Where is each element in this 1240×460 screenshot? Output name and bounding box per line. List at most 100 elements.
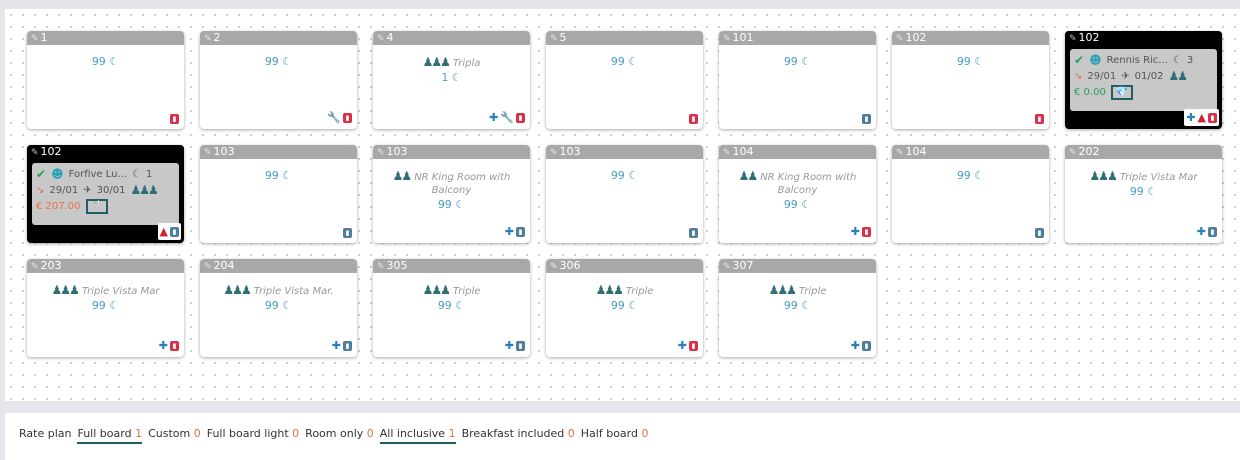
- add-icon[interactable]: ✚: [158, 339, 168, 352]
- pencil-icon[interactable]: ✎: [377, 34, 385, 44]
- room-card[interactable]: ✎ 305 ♟♟♟ Triple 99 ☾ ✚ ▮: [373, 259, 530, 357]
- add-icon[interactable]: ✚: [677, 339, 687, 352]
- add-icon[interactable]: ✚: [1186, 111, 1196, 124]
- room-actions: ▮: [687, 226, 700, 240]
- room-card[interactable]: ✎ 2 99 ☾ 🔧 ▮: [200, 31, 357, 129]
- pencil-icon[interactable]: ✎: [1069, 148, 1077, 158]
- room-card[interactable]: ✎ 104 99 ☾ ▮: [892, 145, 1049, 243]
- clean-bucket-icon[interactable]: ▮: [516, 226, 525, 237]
- pencil-icon[interactable]: ✎: [31, 34, 39, 44]
- reservation-box[interactable]: ✔ ☻ Forfive Lu... ☾ 1 ↘ 29/01 ✈ 30/01 ♟♟♟ € 207.00…: [32, 163, 179, 225]
- add-icon[interactable]: ✚: [489, 111, 499, 124]
- rate-plan-half-board[interactable]: Half board 0: [581, 427, 649, 444]
- dirty-bucket-icon[interactable]: ▮: [516, 112, 525, 123]
- clean-bucket-icon[interactable]: ▮: [170, 226, 179, 237]
- pencil-icon[interactable]: ✎: [204, 34, 212, 44]
- clean-bucket-icon[interactable]: ▮: [1035, 228, 1044, 238]
- dirty-bucket-icon[interactable]: ▮: [689, 114, 698, 124]
- room-card[interactable]: ✎ 204 ♟♟♟ Triple Vista Mar. 99 ☾ ✚ ▮: [200, 259, 357, 357]
- room-card[interactable]: ✎ 4 ♟♟♟ Tripla 1 ☾ ✚ 🔧 ▮: [373, 31, 530, 129]
- room-card[interactable]: ✎ 1 99 ☾ ▮: [27, 31, 184, 129]
- rate-plan-room-only[interactable]: Room only 0: [305, 427, 374, 444]
- room-card[interactable]: ✎ 101 99 ☾ ▮: [719, 31, 876, 129]
- rate-plan-name: Full board: [77, 427, 132, 440]
- clean-bucket-icon[interactable]: ▮: [516, 340, 525, 351]
- pencil-icon[interactable]: ✎: [896, 34, 904, 44]
- pencil-icon[interactable]: ✎: [896, 148, 904, 158]
- room-card[interactable]: ✎ 306 ♟♟♟ Triple 99 ☾ ✚ ▮: [546, 259, 703, 357]
- pencil-icon[interactable]: ✎: [377, 262, 385, 272]
- pencil-icon[interactable]: ✎: [204, 148, 212, 158]
- availability-count: 99: [1129, 185, 1144, 198]
- room-card[interactable]: ✎ 103 ♟♟ NR King Room with Balcony 99 ☾ ✚ ▮: [373, 145, 530, 243]
- dirty-bucket-icon[interactable]: ▮: [170, 340, 179, 351]
- rate-plan-breakfast-included[interactable]: Breakfast included 0: [462, 427, 575, 444]
- clean-bucket-icon[interactable]: ▮: [862, 340, 871, 351]
- add-icon[interactable]: ✚: [850, 225, 860, 238]
- pencil-icon[interactable]: ✎: [204, 262, 212, 272]
- room-card[interactable]: ✎ 102 99 ☾ ▮: [892, 31, 1049, 129]
- room-actions: ▮: [168, 112, 181, 126]
- pencil-icon[interactable]: ✎: [1069, 34, 1077, 44]
- rate-plan-custom[interactable]: Custom 0: [148, 427, 201, 444]
- rate-plan-full-board[interactable]: Full board 1: [77, 427, 143, 444]
- room-header: ✎ 104: [719, 145, 876, 159]
- people-icon: ♟♟♟: [768, 283, 797, 297]
- room-card[interactable]: ✎ 203 ♟♟♟ Triple Vista Mar 99 ☾ ✚ ▮: [27, 259, 184, 357]
- clean-bucket-icon[interactable]: ▮: [689, 228, 698, 238]
- fork-knife-icon[interactable]: 🍴: [85, 198, 108, 214]
- dirty-bucket-icon[interactable]: ▮: [170, 114, 179, 124]
- rate-plan-footer: Rate plan Full board 1 Custom 0 Full board …: [5, 413, 1240, 460]
- clean-bucket-icon[interactable]: ▮: [1208, 226, 1217, 237]
- room-card[interactable]: ✎ 102 ✔ ☻ Forfive Lu... ☾ 1 ↘ 29/01 ✈ 30/01 ♟♟♟ € 20…: [27, 145, 184, 243]
- pencil-icon[interactable]: ✎: [723, 262, 731, 272]
- availability-count: 99: [783, 198, 798, 211]
- room-card[interactable]: ✎ 102 ✔ ☻ Rennis Ric... ☾ 3 ↘ 29/01 ✈ 01/02 ♟♟ € 0.0…: [1065, 31, 1222, 129]
- dirty-bucket-icon[interactable]: ▮: [1035, 114, 1044, 124]
- wrench-icon[interactable]: 🔧: [327, 111, 341, 124]
- reservation-box[interactable]: ✔ ☻ Rennis Ric... ☾ 3 ↘ 29/01 ✈ 01/02 ♟♟ € 0.00 💎: [1070, 49, 1217, 111]
- pencil-icon[interactable]: ✎: [377, 148, 385, 158]
- dirty-bucket-icon[interactable]: ▮: [343, 112, 352, 123]
- diamond-icon[interactable]: 💎: [1110, 84, 1134, 100]
- guest-name: Forfive Lu...: [68, 168, 128, 180]
- clean-bucket-icon[interactable]: ▮: [862, 114, 871, 124]
- rate-plan-count: 1: [135, 427, 143, 440]
- pencil-icon[interactable]: ✎: [550, 34, 558, 44]
- room-card[interactable]: ✎ 307 ♟♟♟ Triple 99 ☾ ✚ ▮: [719, 259, 876, 357]
- guest-icon: ☻: [51, 167, 64, 181]
- room-number: 305: [386, 259, 408, 272]
- room-card[interactable]: ✎ 104 ♟♟ NR King Room with Balcony 99 ☾ ✚ ▮: [719, 145, 876, 243]
- room-card[interactable]: ✎ 103 99 ☾ ▮: [546, 145, 703, 243]
- pencil-icon[interactable]: ✎: [550, 262, 558, 272]
- dirty-bucket-icon[interactable]: ▮: [862, 226, 871, 237]
- add-icon[interactable]: ✚: [504, 225, 514, 238]
- rate-plan-full-board-light[interactable]: Full board light 0: [207, 427, 299, 444]
- dirty-bucket-icon[interactable]: ▮: [689, 340, 698, 351]
- pencil-icon[interactable]: ✎: [550, 148, 558, 158]
- pencil-icon[interactable]: ✎: [723, 34, 731, 44]
- availability-count: 99: [264, 169, 279, 182]
- availability-count: 99: [610, 55, 625, 68]
- moon-icon: ☾: [278, 299, 293, 312]
- room-card[interactable]: ✎ 202 ♟♟♟ Triple Vista Mar 99 ☾ ✚ ▮: [1065, 145, 1222, 243]
- moon-icon: ☾: [624, 169, 639, 182]
- clean-bucket-icon[interactable]: ▮: [343, 228, 352, 238]
- guest-icon: ☻: [1089, 53, 1102, 67]
- warning-icon[interactable]: ▲: [1197, 111, 1206, 124]
- add-icon[interactable]: ✚: [850, 339, 860, 352]
- wrench-icon[interactable]: 🔧: [500, 111, 514, 124]
- room-card[interactable]: ✎ 5 99 ☾ ▮: [546, 31, 703, 129]
- pencil-icon[interactable]: ✎: [31, 262, 39, 272]
- clean-bucket-icon[interactable]: ▮: [343, 340, 352, 351]
- room-card[interactable]: ✎ 103 99 ☾ ▮: [200, 145, 357, 243]
- add-icon[interactable]: ✚: [331, 339, 341, 352]
- add-icon[interactable]: ✚: [504, 339, 514, 352]
- add-icon[interactable]: ✚: [1196, 225, 1206, 238]
- pencil-icon[interactable]: ✎: [723, 148, 731, 158]
- warning-icon[interactable]: ▲: [159, 225, 168, 238]
- pencil-icon[interactable]: ✎: [31, 148, 39, 158]
- dirty-bucket-icon[interactable]: ▮: [1208, 112, 1217, 123]
- rate-plan-all-inclusive[interactable]: All inclusive 1: [379, 427, 456, 444]
- availability-count: 99: [264, 299, 279, 312]
